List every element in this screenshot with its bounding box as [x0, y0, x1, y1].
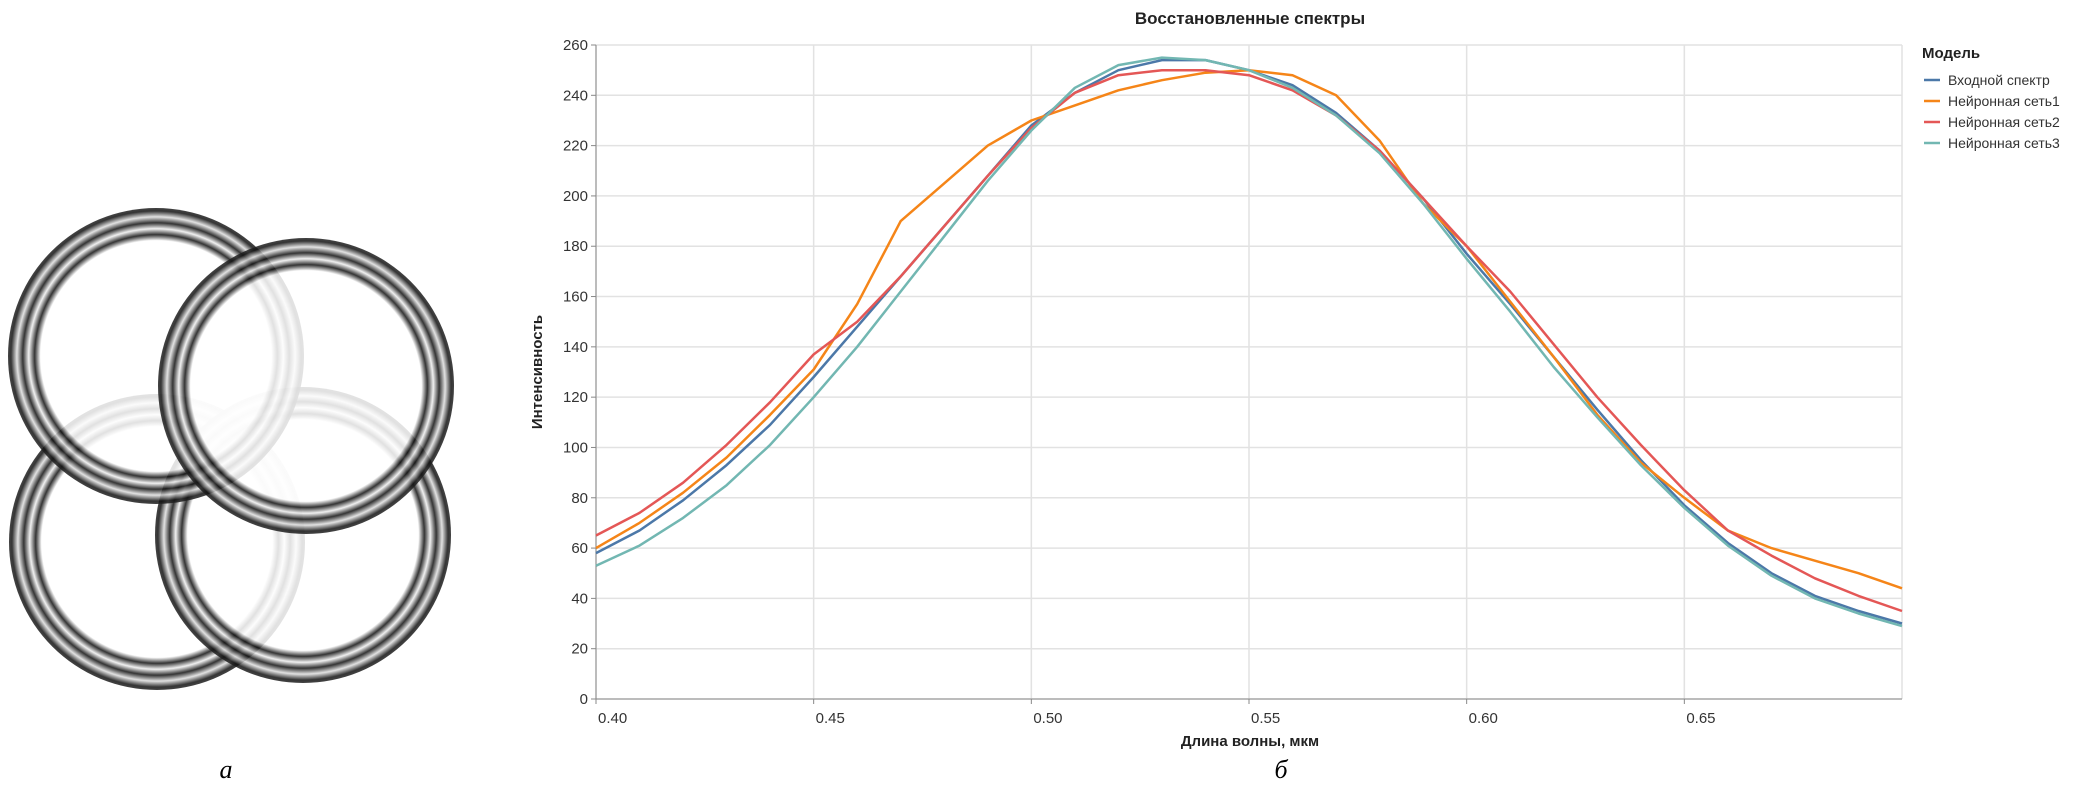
figure-label-b: б: [1274, 755, 1288, 784]
y-tick-label: 40: [571, 590, 588, 607]
legend-item-label: Нейронная сеть1: [1948, 93, 2060, 109]
grid: [595, 44, 1903, 700]
y-tick-label: 200: [563, 188, 588, 205]
figure-label-a: а: [220, 755, 233, 784]
y-tick-label: 140: [563, 339, 588, 356]
zone-plate-rings-image: [8, 208, 454, 690]
x-tick-label: 0.60: [1469, 710, 1498, 727]
y-tick-label: 60: [571, 540, 588, 557]
legend-item-label: Входной спектр: [1948, 72, 2050, 88]
x-tick-label: 0.55: [1251, 710, 1280, 727]
x-tick-label: 0.50: [1033, 710, 1062, 727]
x-tick-label: 0.65: [1686, 710, 1715, 727]
y-tick-label: 260: [563, 37, 588, 54]
y-tick-label: 220: [563, 138, 588, 155]
legend-item-label: Нейронная сеть3: [1948, 135, 2060, 151]
x-axis-label: Длина волны, мкм: [1181, 733, 1319, 750]
y-tick-label: 180: [563, 238, 588, 255]
series-line-3: [595, 68, 1903, 613]
y-tick-label: 100: [563, 439, 588, 456]
chart-title: Восстановленные спектры: [1135, 9, 1365, 28]
legend: Модель Входной спектр Нейронная сеть1 Нейр…: [1922, 45, 2060, 151]
legend-item-label: Нейронная сеть2: [1948, 114, 2060, 130]
x-tick-label: 0.45: [816, 710, 845, 727]
y-tick-label: 20: [571, 641, 588, 658]
series-line-4: [595, 56, 1903, 628]
y-axis-label: Интенсивность: [529, 315, 546, 429]
y-tick-label: 80: [571, 490, 588, 507]
y-tick-label: 120: [563, 389, 588, 406]
legend-title: Модель: [1922, 45, 1980, 62]
y-tick-label: 0: [580, 691, 588, 708]
series-lines: [595, 56, 1903, 628]
y-tick-label: 160: [563, 289, 588, 306]
x-tick-label: 0.40: [598, 710, 627, 727]
y-tick-label: 240: [563, 87, 588, 104]
axes: 0 20 40 60 80 100 120 140 160 180 200 220 240 260 0.40…: [563, 37, 1902, 727]
ring-top-right: [158, 238, 454, 534]
